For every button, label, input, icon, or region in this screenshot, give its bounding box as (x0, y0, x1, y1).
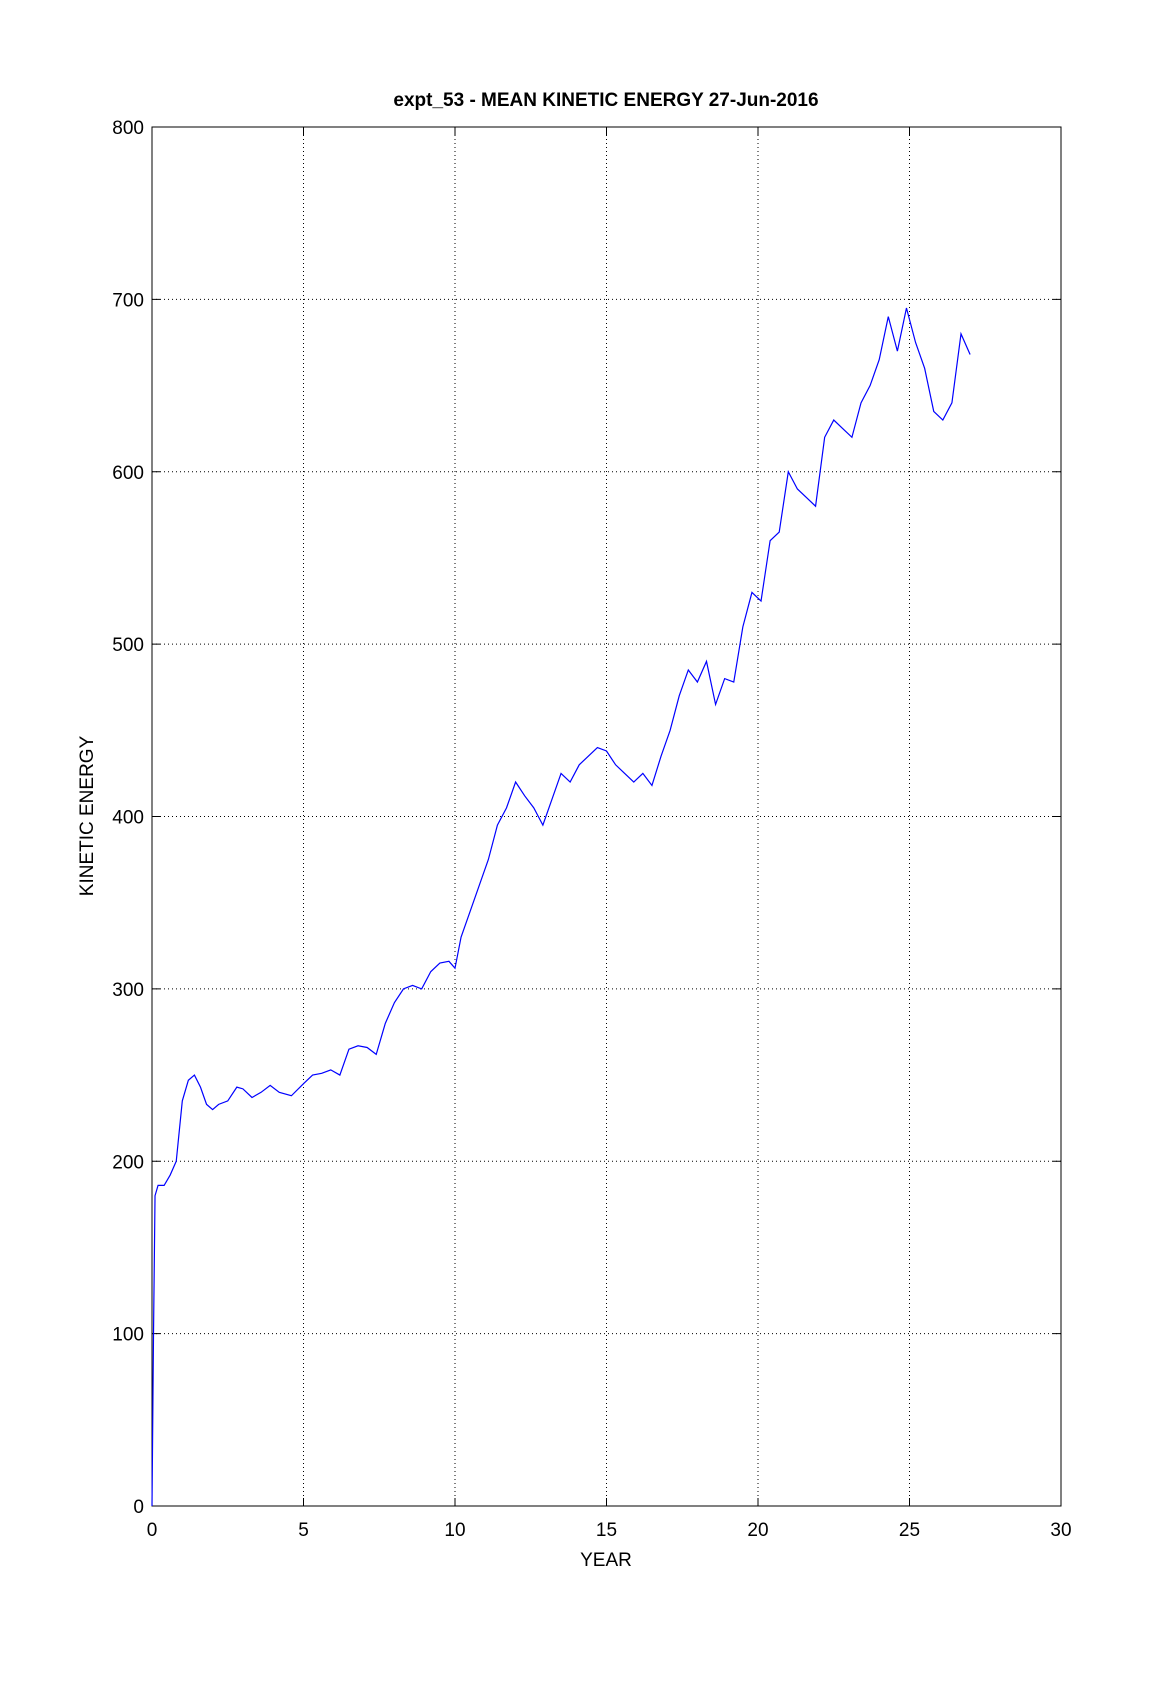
x-tick-label: 15 (596, 1520, 617, 1541)
x-tick-label: 0 (147, 1520, 158, 1541)
x-tick-label: 20 (747, 1520, 768, 1541)
x-tick-label: 5 (298, 1520, 309, 1541)
y-tick-label: 0 (133, 1497, 144, 1518)
x-tick-label: 30 (1050, 1520, 1071, 1541)
plot-frame (151, 126, 1062, 1507)
data-line (151, 307, 971, 1507)
y-tick-label: 200 (112, 1152, 144, 1173)
y-axis-label: KINETIC ENERGY (77, 735, 98, 896)
x-axis-label: YEAR (580, 1550, 632, 1571)
y-tick-label: 100 (112, 1325, 144, 1346)
x-tick-label: 10 (444, 1520, 465, 1541)
x-tick-label: 25 (899, 1520, 920, 1541)
y-tick-label: 700 (112, 290, 144, 311)
y-tick-label: 600 (112, 463, 144, 484)
y-tick-label: 800 (112, 118, 144, 139)
chart-title: expt_53 - MEAN KINETIC ENERGY 27-Jun-201… (393, 90, 818, 111)
y-tick-label: 300 (112, 980, 144, 1001)
y-tick-label: 400 (112, 808, 144, 829)
y-tick-label: 500 (112, 635, 144, 656)
